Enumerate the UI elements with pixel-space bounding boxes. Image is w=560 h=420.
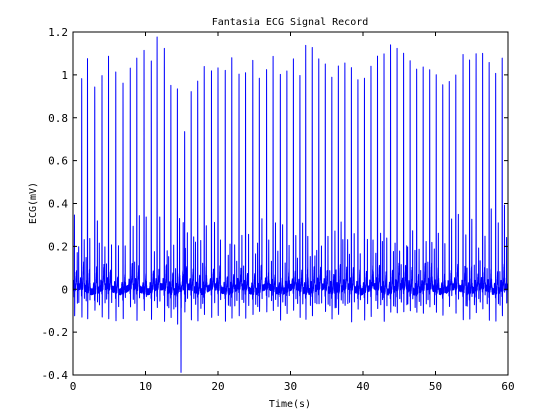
ecg-signal-layer [72,36,509,373]
y-tick-label: -0.4 [42,369,69,382]
chart-title: Fantasia ECG Signal Record [212,17,369,28]
ecg-trace-segment [181,65,219,322]
x-tick-label: 30 [284,380,297,393]
y-tick-label: 0.4 [48,198,68,211]
ecg-trace-segment [471,52,509,322]
x-tick-label: 10 [139,380,152,393]
x-axis-ticks: 0 10 20 30 40 50 60 [70,32,515,393]
y-axis-label: ECG(mV) [28,182,39,224]
x-axis-label: Time(s) [269,399,311,410]
x-tick-label: 20 [211,380,224,393]
y-tick-label: 0.8 [48,112,68,125]
ecg-trace-segment [398,52,437,314]
x-tick-label: 50 [429,380,442,393]
y-tick-label: 0.2 [48,240,68,253]
ecg-trace-segment [290,44,328,320]
x-tick-label: 0 [70,380,77,393]
y-tick-label: -0.2 [42,326,69,339]
ecg-trace-segment [326,62,364,323]
ecg-trace-segment [72,55,110,320]
y-tick-label: 0.6 [48,155,68,168]
x-tick-label: 60 [501,380,514,393]
y-tick-label: 0 [61,283,68,296]
y-axis-ticks: -0.4 -0.2 0 0.2 0.4 0.6 0.8 1 1.2 [42,26,508,382]
y-tick-label: 1.2 [48,26,68,39]
ecg-trace-segment [435,54,473,321]
x-tick-label: 40 [356,380,369,393]
plot-area [73,32,508,375]
y-tick-label: 1 [61,69,68,82]
ecg-trace-segment [145,36,183,373]
ecg-trace-segment [253,55,292,321]
ecg-trace-segment [108,49,147,322]
ecg-trace-segment [362,44,400,322]
ecg-trace-segment [217,57,255,322]
